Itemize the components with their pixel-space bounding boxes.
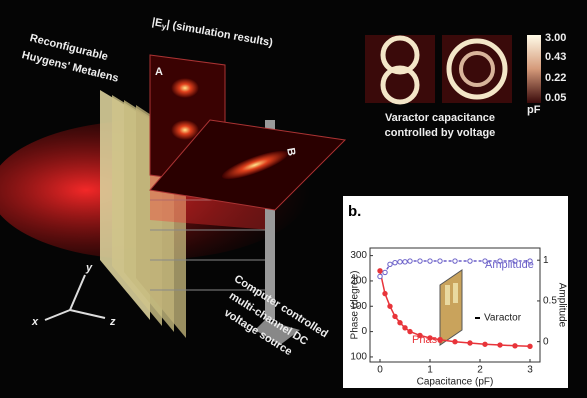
plot-frame [369,247,541,363]
point [427,335,433,341]
point [452,339,458,345]
x-tick-label: 3 [527,365,533,376]
point [497,258,503,264]
x-tick-label: 1 [427,365,433,376]
point [467,340,473,346]
colorbar-label: 3.00 [545,32,566,44]
point [407,328,413,335]
point [427,258,433,264]
point [402,325,408,331]
colorbar-label: 0.22 [545,72,566,84]
point [377,268,383,274]
point [467,258,473,264]
x-axis-label: Capacitance (pF) [417,377,494,388]
y-tick-label: 0 [361,326,367,337]
field-spot [171,120,199,140]
panel-label: A [155,66,163,78]
field-spot [171,78,199,98]
legend-label: Phase [412,334,443,346]
point [482,341,488,347]
x-tick-label: 2 [477,365,483,376]
point [387,303,393,309]
colorbar-label: 0.43 [545,51,566,63]
point [437,258,443,264]
legend-label: Amplitude [485,259,534,271]
point [382,269,388,276]
panel-label: b. [348,203,361,220]
y2-tick-label: 0.5 [543,296,557,307]
y-tick-label: 300 [350,250,367,261]
point [397,259,403,265]
point [377,273,383,280]
arrow-head [255,320,300,345]
point [387,261,393,267]
x-tick-label: 0 [377,365,383,376]
point [437,337,443,343]
point [417,258,423,264]
point [512,258,518,264]
point [397,320,403,326]
y-axis-label: Phase (degree) [350,271,361,340]
colorbar-unit: pF [527,104,541,116]
point [392,259,398,266]
series-line [379,270,531,348]
point [452,258,458,264]
colorbar-label: 0.05 [545,92,566,104]
y2-tick-label: 1 [543,255,549,266]
y-tick-label: 100 [350,301,367,312]
point [407,258,413,264]
axis-y: y [85,262,93,274]
point [417,332,423,339]
axis-z: z [109,316,116,328]
axes-icon [44,274,106,321]
y2-tick-label: 0 [543,336,549,347]
series-line [379,260,530,278]
caption: Varactor capacitance [385,112,495,124]
point [497,342,503,348]
point [527,343,533,349]
y-tick-label: 200 [350,276,367,287]
point [392,313,398,320]
point [402,259,408,265]
point [482,258,488,264]
unit-cell [439,269,480,346]
bus [265,120,275,320]
y-tick-label: 100 [350,352,367,363]
caption: controlled by voltage [385,127,496,139]
point [527,258,533,264]
capacitance-maps [365,35,541,105]
point [512,343,518,349]
y2-axis-label: Amplitude [556,283,567,328]
point [382,290,388,297]
panel-label: B [284,147,297,157]
field-spot [221,150,289,180]
annotation: Varactor [484,313,522,324]
axis-x: x [31,316,39,328]
